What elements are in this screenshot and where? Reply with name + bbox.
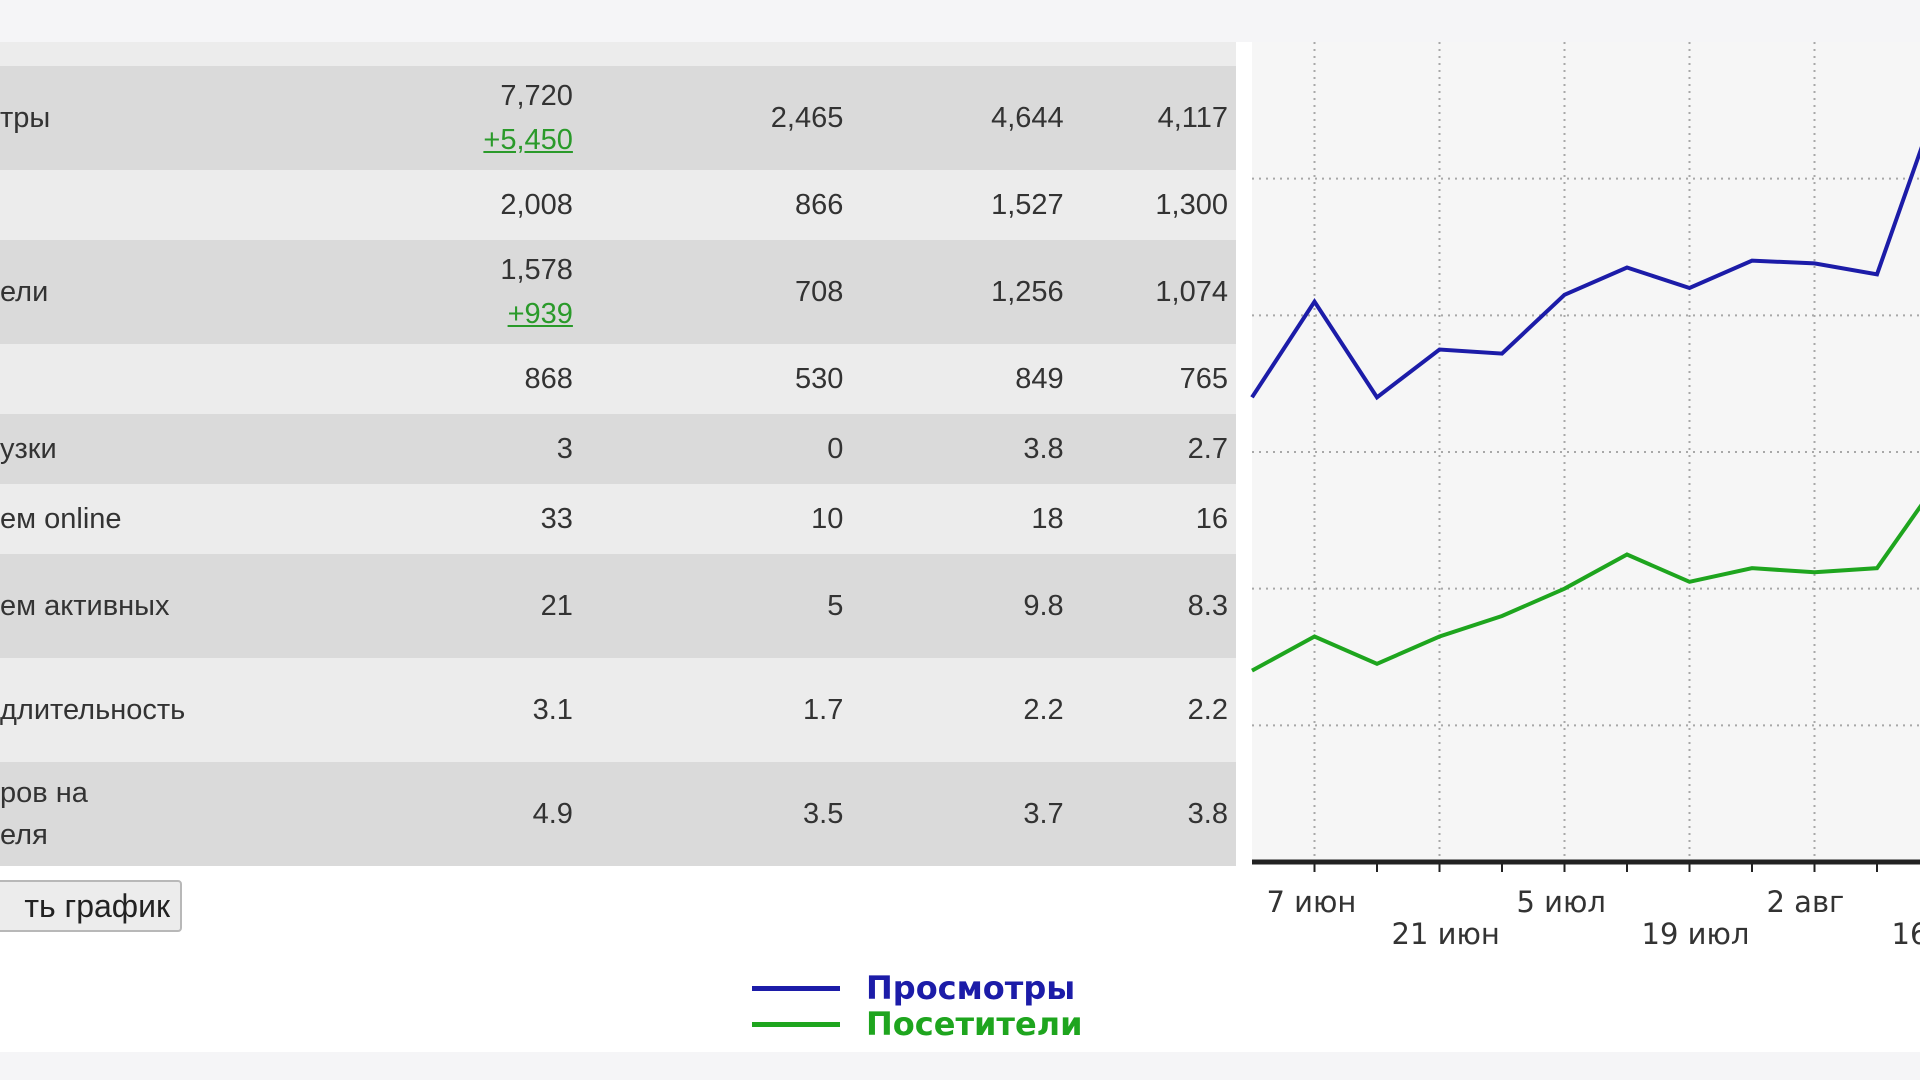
value-cell: 3.7 — [843, 762, 1064, 866]
value-text: 7,720 — [500, 80, 573, 112]
x-tick-label: 2 авг — [1767, 885, 1845, 919]
legend-label-visitors: Посетители — [866, 1005, 1083, 1043]
x-tick-label: 21 июн — [1392, 917, 1500, 951]
delta-link[interactable]: +5,450 — [483, 124, 573, 156]
value-cell: 2,465 — [572, 66, 844, 170]
series-line — [1251, 503, 1920, 673]
value-cell: 2.2 — [1063, 658, 1236, 762]
value-cell: 16 — [1063, 484, 1236, 554]
value-cell: 866 — [572, 170, 844, 240]
value-cell: 1,578 +939 — [380, 240, 573, 344]
value-cell: 3 — [380, 414, 573, 484]
value-cell: 8.3 — [1063, 554, 1236, 658]
value-cell: 5 — [572, 554, 844, 658]
table-row: длительность 3.1 1.7 2.2 2.2 — [0, 658, 1236, 762]
row-label: тры — [0, 66, 381, 170]
value-cell: 1.7 — [572, 658, 844, 762]
value-cell: 765 — [1063, 344, 1236, 414]
value-text: 21 — [540, 590, 573, 622]
plot-area — [1252, 42, 1920, 862]
value-cell: 18 — [843, 484, 1064, 554]
value-cell: 0 — [572, 414, 844, 484]
table-row: 2,008 866 1,527 1,300 — [0, 170, 1236, 240]
value-cell: 3.8 — [1063, 762, 1236, 866]
table-row: тры 7,720 +5,450 2,465 4,644 4,117 — [0, 66, 1236, 170]
value-text: 3.1 — [532, 694, 573, 726]
delta-link[interactable]: +939 — [507, 298, 573, 330]
x-tick-label: 19 июл — [1642, 917, 1750, 951]
legend-label-views: Просмотры — [866, 969, 1076, 1007]
show-chart-button[interactable]: ть график — [0, 880, 182, 932]
value-text: 2,008 — [500, 189, 573, 221]
value-cell: 3.8 — [843, 414, 1064, 484]
value-cell: 849 — [843, 344, 1064, 414]
table-row: узки 3 0 3.8 2.7 — [0, 414, 1236, 484]
x-tick-label: 7 июн — [1267, 885, 1357, 919]
row-label: ров на еля — [0, 762, 381, 866]
value-cell: 3.1 — [380, 658, 573, 762]
legend-swatch-visitors — [752, 1022, 840, 1027]
value-text: 4.9 — [532, 798, 573, 830]
row-label: ели — [0, 240, 381, 344]
value-cell: 2.2 — [843, 658, 1064, 762]
value-cell: 2,008 — [380, 170, 573, 240]
value-cell: 9.8 — [843, 554, 1064, 658]
value-cell: 21 — [380, 554, 573, 658]
value-cell: 33 — [380, 484, 573, 554]
table-row: 868 530 849 765 — [0, 344, 1236, 414]
value-text: 33 — [540, 503, 573, 535]
x-tick-label: 5 июл — [1517, 885, 1606, 919]
line-chart: 7 июн 21 июн 5 июл 19 июл 2 авг 16 — [1250, 42, 1920, 951]
value-cell: 708 — [572, 240, 844, 344]
value-cell: 868 — [380, 344, 573, 414]
table-row: ели 1,578 +939 708 1,256 1,074 — [0, 240, 1236, 344]
row-label: узки — [0, 414, 381, 484]
value-cell: 4,117 — [1063, 66, 1236, 170]
value-cell: 1,256 — [843, 240, 1064, 344]
value-cell: 2.7 — [1063, 414, 1236, 484]
x-tick-label: 16 — [1892, 917, 1920, 951]
value-cell: 3.5 — [572, 762, 844, 866]
value-text: 868 — [524, 363, 573, 395]
value-cell: 10 — [572, 484, 844, 554]
value-cell: 1,074 — [1063, 240, 1236, 344]
value-cell: 4.9 — [380, 762, 573, 866]
table-row: ем активных 21 5 9.8 8.3 — [0, 554, 1236, 658]
table-header-row — [0, 42, 1236, 66]
row-label: ем активных — [0, 554, 381, 658]
stats-table: тры 7,720 +5,450 2,465 4,644 4,117 2,008 866 1,5… — [0, 42, 1236, 866]
value-cell: 1,300 — [1063, 170, 1236, 240]
value-cell: 1,527 — [843, 170, 1064, 240]
row-label: ем online — [0, 484, 381, 554]
row-label — [0, 170, 381, 240]
value-cell: 530 — [572, 344, 844, 414]
table-row: ров на еля 4.9 3.5 3.7 3.8 — [0, 762, 1236, 866]
value-text: 3 — [556, 433, 573, 465]
row-label — [0, 344, 381, 414]
value-text: 1,578 — [500, 254, 573, 286]
legend-swatch-views — [752, 986, 840, 991]
row-label: длительность — [0, 658, 381, 762]
series-line — [1250, 146, 1920, 401]
value-cell: 7,720 +5,450 — [380, 66, 573, 170]
table-row: ем online 33 10 18 16 — [0, 484, 1236, 554]
value-cell: 4,644 — [843, 66, 1064, 170]
